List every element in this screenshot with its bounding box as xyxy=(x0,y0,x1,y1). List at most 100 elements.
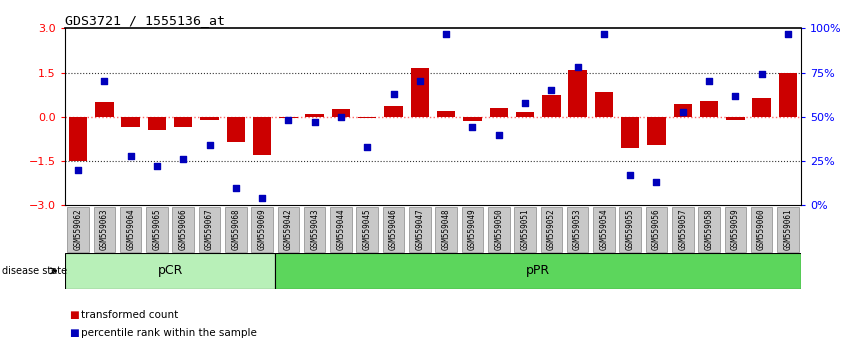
Text: GSM559051: GSM559051 xyxy=(520,209,529,250)
Bar xyxy=(698,207,720,252)
Bar xyxy=(700,101,718,117)
Point xyxy=(650,179,663,185)
Text: transformed count: transformed count xyxy=(81,310,178,320)
Bar xyxy=(540,207,562,252)
Bar xyxy=(489,108,508,117)
Bar xyxy=(306,114,324,117)
Point xyxy=(386,91,400,97)
Bar xyxy=(437,111,456,117)
Bar xyxy=(463,117,481,121)
Text: GSM559055: GSM559055 xyxy=(625,209,635,250)
Bar xyxy=(225,207,247,252)
Point xyxy=(334,114,348,120)
Text: GSM559046: GSM559046 xyxy=(389,209,398,250)
Text: GSM559062: GSM559062 xyxy=(74,209,82,250)
Text: pPR: pPR xyxy=(526,264,550,277)
Bar xyxy=(751,207,772,252)
Bar xyxy=(514,207,536,252)
Bar xyxy=(568,70,587,117)
Bar xyxy=(726,117,745,120)
Text: GSM559052: GSM559052 xyxy=(546,209,556,250)
Text: GSM559066: GSM559066 xyxy=(178,209,188,250)
Bar xyxy=(779,73,797,117)
Bar xyxy=(358,117,377,118)
Bar xyxy=(646,207,667,252)
Bar xyxy=(330,207,352,252)
Bar xyxy=(753,98,771,117)
Text: pCR: pCR xyxy=(158,264,183,277)
Text: GSM559056: GSM559056 xyxy=(652,209,661,250)
Point xyxy=(203,142,216,148)
Text: GSM559057: GSM559057 xyxy=(678,209,688,250)
Point xyxy=(413,79,427,84)
Text: GSM559061: GSM559061 xyxy=(784,209,792,250)
Text: GSM559043: GSM559043 xyxy=(310,209,320,250)
Point xyxy=(281,118,295,123)
Bar xyxy=(332,109,350,117)
Point xyxy=(124,153,138,159)
Bar xyxy=(672,207,694,252)
Bar xyxy=(725,207,746,252)
Bar xyxy=(148,117,166,130)
Text: GSM559047: GSM559047 xyxy=(416,209,424,250)
Bar xyxy=(174,117,192,127)
Text: GSM559060: GSM559060 xyxy=(757,209,766,250)
Text: GSM559050: GSM559050 xyxy=(494,209,503,250)
Bar xyxy=(69,117,87,161)
Point xyxy=(98,79,112,84)
Bar xyxy=(777,207,798,252)
Text: GSM559064: GSM559064 xyxy=(126,209,135,250)
Bar xyxy=(227,117,245,142)
Text: GSM559053: GSM559053 xyxy=(573,209,582,250)
Text: ■: ■ xyxy=(69,328,79,338)
Bar xyxy=(172,207,194,252)
Point xyxy=(728,93,742,98)
Text: GSM559045: GSM559045 xyxy=(363,209,372,250)
Point xyxy=(439,31,453,36)
Point xyxy=(597,31,611,36)
Point xyxy=(71,167,85,173)
Bar xyxy=(94,207,115,252)
Point xyxy=(702,79,716,84)
Bar xyxy=(674,104,692,117)
Point xyxy=(307,119,321,125)
Point xyxy=(518,100,532,105)
Point xyxy=(150,164,164,169)
Bar xyxy=(95,102,113,117)
Bar xyxy=(595,92,613,117)
Bar xyxy=(253,117,271,155)
Text: percentile rank within the sample: percentile rank within the sample xyxy=(81,328,256,338)
Bar xyxy=(251,207,273,252)
Bar xyxy=(436,207,457,252)
Point xyxy=(229,185,242,190)
Bar xyxy=(357,207,378,252)
Bar xyxy=(304,207,326,252)
Bar xyxy=(278,207,299,252)
Text: GSM559067: GSM559067 xyxy=(205,209,214,250)
Text: GSM559044: GSM559044 xyxy=(337,209,346,250)
Text: GSM559048: GSM559048 xyxy=(442,209,450,250)
Bar xyxy=(516,113,534,117)
Text: GSM559054: GSM559054 xyxy=(599,209,609,250)
Bar xyxy=(279,117,298,118)
Point xyxy=(545,87,559,93)
Point xyxy=(255,195,269,201)
Point xyxy=(675,109,689,114)
Bar xyxy=(621,117,639,148)
Point xyxy=(571,64,585,70)
Text: GSM559049: GSM559049 xyxy=(468,209,477,250)
Bar xyxy=(68,207,89,252)
Bar xyxy=(121,117,140,127)
Point xyxy=(754,72,768,77)
Bar xyxy=(199,207,220,252)
Bar xyxy=(647,117,666,145)
Text: GDS3721 / 1555136_at: GDS3721 / 1555136_at xyxy=(65,14,225,27)
Bar xyxy=(542,95,560,117)
Text: GSM559065: GSM559065 xyxy=(152,209,161,250)
Bar xyxy=(385,107,403,117)
Bar xyxy=(567,207,588,252)
Point xyxy=(177,156,191,162)
Text: GSM559069: GSM559069 xyxy=(257,209,267,250)
Bar xyxy=(275,253,801,289)
Text: GSM559042: GSM559042 xyxy=(284,209,293,250)
